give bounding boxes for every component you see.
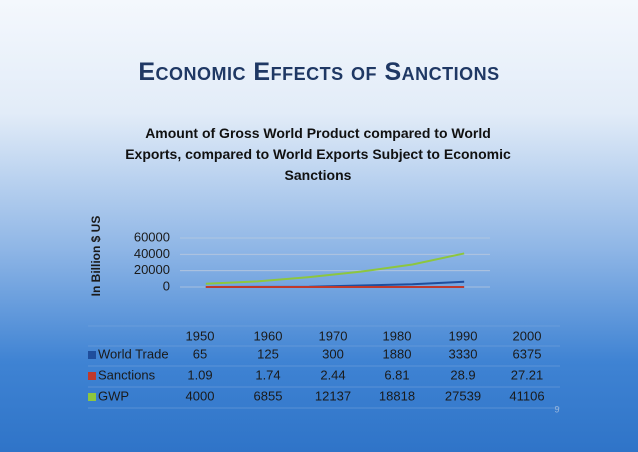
table-cell: 12137 (315, 388, 351, 403)
table-header: 1990 (449, 328, 478, 343)
table-cell: 41106 (509, 388, 544, 403)
table-cell: 4000 (186, 388, 215, 403)
legend-label: Sanctions (98, 367, 156, 382)
table-cell: 27539 (445, 388, 481, 403)
table-header: 1950 (186, 328, 215, 343)
legend-label: World Trade (98, 346, 169, 361)
table-header: 1970 (319, 328, 348, 343)
table-header: 2000 (513, 328, 542, 343)
legend-swatch (88, 393, 96, 401)
y-tick-label: 0 (163, 278, 170, 293)
table-cell: 18818 (379, 388, 415, 403)
table-cell: 3330 (449, 346, 478, 361)
table-cell: 27.21 (511, 367, 544, 382)
table-cell: 300 (322, 346, 344, 361)
table-cell: 1.74 (255, 367, 280, 382)
table-cell: 6375 (513, 346, 542, 361)
slide-title: Economic Effects of Sanctions (138, 58, 500, 86)
table-cell: 28.9 (450, 367, 475, 382)
y-tick-label: 40000 (134, 246, 170, 261)
chart-title: Amount of Gross World Product compared t… (125, 125, 511, 183)
table-header: 1980 (383, 328, 412, 343)
y-tick-label: 20000 (134, 262, 170, 277)
y-axis-label: In Billion $ US (89, 216, 103, 297)
slide-number: 9 (554, 404, 559, 414)
legend-swatch (88, 372, 96, 380)
y-tick-label: 60000 (134, 229, 170, 244)
table-cell: 65 (193, 346, 207, 361)
table-cell: 6855 (254, 388, 283, 403)
legend-label: GWP (98, 388, 129, 403)
table-header: 1960 (254, 328, 283, 343)
series-line (205, 252, 465, 285)
table-cell: 1880 (383, 346, 412, 361)
table-cell: 2.44 (320, 367, 345, 382)
table-cell: 6.81 (384, 367, 409, 382)
table-cell: 1.09 (187, 367, 212, 382)
table-cell: 125 (257, 346, 279, 361)
legend-swatch (88, 351, 96, 359)
